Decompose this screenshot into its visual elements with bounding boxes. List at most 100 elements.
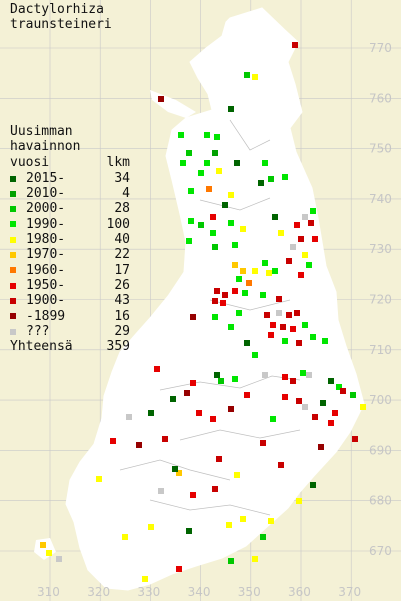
y-tick-label: 690 bbox=[369, 443, 392, 457]
observation-square bbox=[170, 396, 176, 402]
legend-item: 1900- 43 bbox=[10, 293, 130, 308]
observation-square bbox=[162, 436, 168, 442]
legend-count: 22 bbox=[114, 247, 130, 263]
observation-square bbox=[158, 488, 164, 494]
observation-square bbox=[282, 374, 288, 380]
observation-square bbox=[268, 332, 274, 338]
legend-label: 1980- bbox=[26, 232, 66, 248]
observation-square bbox=[260, 292, 266, 298]
observation-square bbox=[216, 168, 222, 174]
x-tick-label: 320 bbox=[87, 585, 110, 599]
observation-square bbox=[176, 470, 182, 476]
observation-square bbox=[302, 404, 308, 410]
observation-square bbox=[294, 310, 300, 316]
northwest-arm bbox=[150, 90, 196, 118]
observation-square bbox=[216, 456, 222, 462]
observation-square bbox=[204, 160, 210, 166]
aland-islands bbox=[34, 538, 56, 560]
observation-square bbox=[268, 176, 274, 182]
legend-rows: 2015- 34 2010- 4 2000- 28 1990- 100 1980- 40 1970-… bbox=[10, 171, 130, 339]
observation-square bbox=[280, 324, 286, 330]
observation-square bbox=[296, 340, 302, 346]
legend-swatch bbox=[10, 190, 16, 197]
observation-square bbox=[210, 214, 216, 220]
legend-header-line-3: vuosi bbox=[10, 154, 50, 170]
x-tick-label: 330 bbox=[137, 585, 160, 599]
legend-label: 2000- bbox=[26, 201, 66, 217]
legend-count: 29 bbox=[114, 323, 130, 339]
observation-square bbox=[212, 244, 218, 250]
observation-square bbox=[306, 372, 312, 378]
observation-square bbox=[214, 372, 220, 378]
x-tick-label: 350 bbox=[238, 585, 261, 599]
legend-header-line-1: Uusimman bbox=[10, 124, 73, 139]
observation-square bbox=[234, 472, 240, 478]
species-title: Dactylorhiza traunsteineri bbox=[10, 2, 112, 32]
observation-square bbox=[240, 268, 246, 274]
observation-square bbox=[276, 310, 282, 316]
observation-square bbox=[122, 534, 128, 540]
legend-item: 2000- 28 bbox=[10, 201, 130, 216]
observation-square bbox=[270, 416, 276, 422]
observation-square bbox=[246, 280, 252, 286]
x-tick-label: 370 bbox=[338, 585, 361, 599]
observation-square bbox=[196, 410, 202, 416]
observation-square bbox=[190, 380, 196, 386]
observation-square bbox=[232, 376, 238, 382]
observation-square bbox=[252, 556, 258, 562]
legend-header-count: lkm bbox=[106, 154, 130, 170]
observation-square bbox=[176, 566, 182, 572]
observation-square bbox=[266, 270, 272, 276]
legend-label: 2015- bbox=[26, 170, 66, 186]
observation-square bbox=[282, 174, 288, 180]
observation-square bbox=[318, 444, 324, 450]
y-tick-label: 700 bbox=[369, 393, 392, 407]
observation-square bbox=[148, 410, 154, 416]
observation-square bbox=[190, 492, 196, 498]
legend: Uusimman havainnon vuosi lkm 2015- 34 2010… bbox=[10, 124, 130, 354]
observation-square bbox=[278, 230, 284, 236]
observation-square bbox=[298, 272, 304, 278]
observation-square bbox=[180, 160, 186, 166]
observation-square bbox=[212, 486, 218, 492]
y-tick-label: 770 bbox=[369, 41, 392, 55]
legend-header: Uusimman havainnon vuosi lkm bbox=[10, 124, 130, 170]
title-line-2: traunsteineri bbox=[10, 17, 112, 32]
observation-square bbox=[322, 338, 328, 344]
observation-square bbox=[282, 394, 288, 400]
observation-square bbox=[244, 72, 250, 78]
observation-square bbox=[188, 188, 194, 194]
observation-square bbox=[188, 218, 194, 224]
y-tick-label: 760 bbox=[369, 91, 392, 105]
legend-item: 1980- 40 bbox=[10, 232, 130, 247]
observation-square bbox=[282, 338, 288, 344]
observation-square bbox=[290, 378, 296, 384]
observation-square bbox=[296, 398, 302, 404]
observation-square bbox=[310, 208, 316, 214]
observation-square bbox=[206, 186, 212, 192]
legend-header-line-2: havainnon bbox=[10, 139, 81, 155]
observation-square bbox=[198, 170, 204, 176]
legend-swatch bbox=[10, 267, 16, 274]
legend-item: ??? 29 bbox=[10, 324, 130, 339]
observation-square bbox=[96, 476, 102, 482]
y-tick-label: 710 bbox=[369, 343, 392, 357]
observation-square bbox=[226, 522, 232, 528]
observation-square bbox=[204, 132, 210, 138]
observation-square bbox=[352, 436, 358, 442]
observation-square bbox=[40, 542, 46, 548]
observation-square bbox=[292, 42, 298, 48]
legend-count: 16 bbox=[114, 308, 130, 324]
legend-label: 1970- bbox=[26, 247, 66, 263]
legend-swatch bbox=[10, 206, 16, 213]
observation-square bbox=[252, 268, 258, 274]
observation-square bbox=[244, 392, 250, 398]
legend-swatch bbox=[10, 297, 16, 304]
legend-swatch bbox=[10, 175, 16, 182]
observation-square bbox=[228, 192, 234, 198]
observation-square bbox=[302, 214, 308, 220]
x-tick-label: 310 bbox=[37, 585, 60, 599]
observation-square bbox=[232, 288, 238, 294]
observation-square bbox=[172, 466, 178, 472]
observation-square bbox=[290, 244, 296, 250]
